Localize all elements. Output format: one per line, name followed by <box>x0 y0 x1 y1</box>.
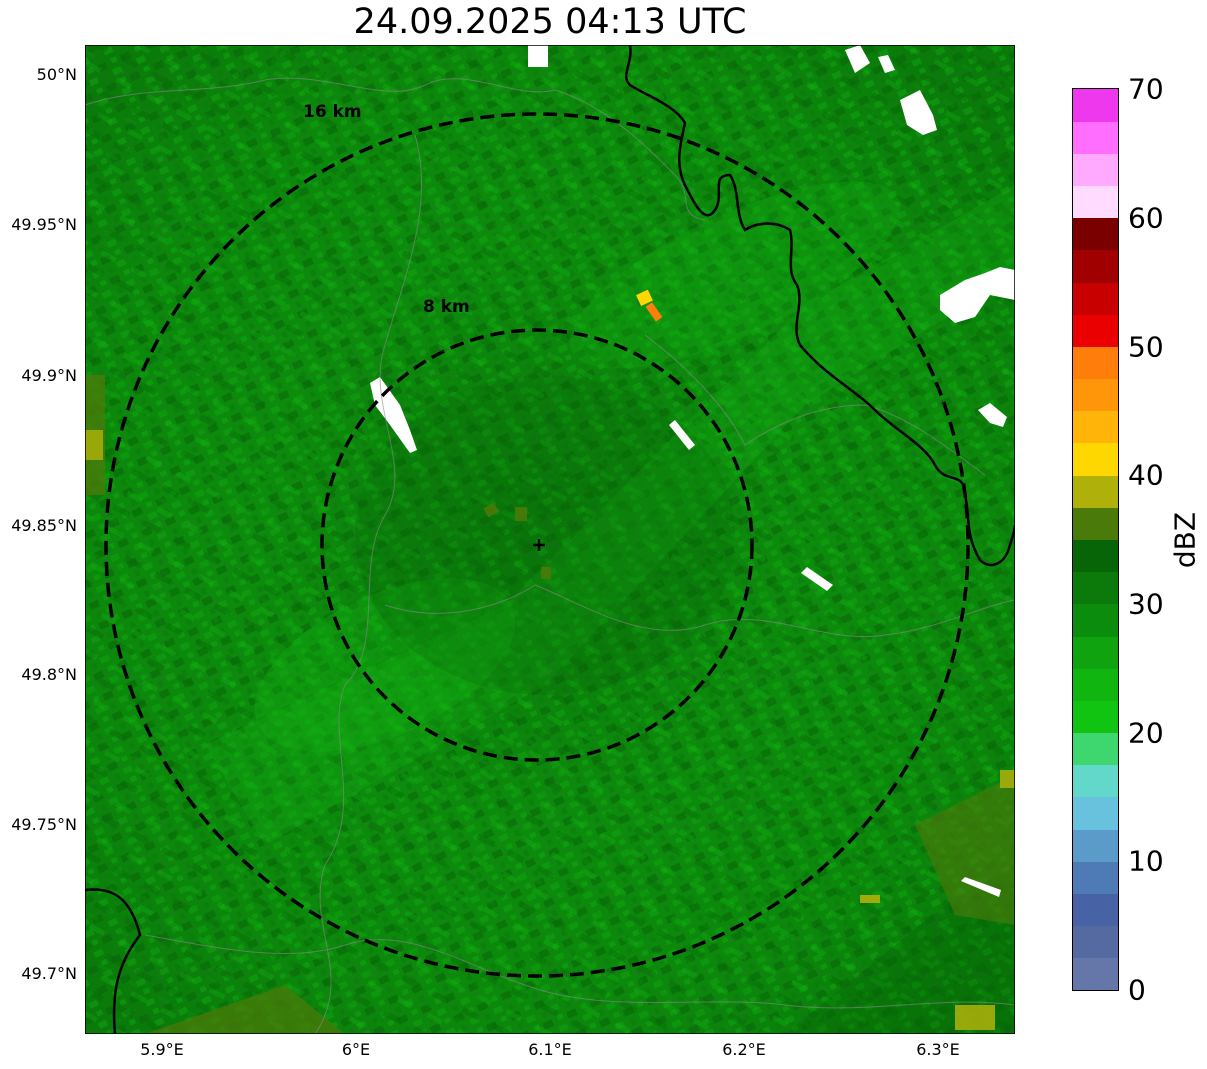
colorbar-segment <box>1073 764 1118 798</box>
colorbar-segment <box>1073 732 1118 766</box>
colorbar-tick: 70 <box>1128 72 1164 106</box>
colorbar-segment <box>1073 249 1118 283</box>
colorbar-segment <box>1073 893 1118 927</box>
lat-tick-label: 49.9°N <box>21 366 77 385</box>
colorbar-segment <box>1073 442 1118 476</box>
colorbar-segment <box>1073 603 1118 637</box>
lat-tick-label: 49.8°N <box>21 665 77 684</box>
colorbar-segment <box>1073 378 1118 412</box>
lon-tick-label: 6°E <box>341 1040 371 1059</box>
lat-tick-label: 49.95°N <box>11 215 77 234</box>
colorbar-tick: 10 <box>1128 844 1164 878</box>
colorbar-tick: 40 <box>1128 458 1164 492</box>
colorbar-segment <box>1073 121 1118 154</box>
colorbar-segment <box>1073 346 1118 380</box>
colorbar-segment <box>1073 571 1118 605</box>
range-ring-8km <box>320 328 754 762</box>
ring-label-16km: 16 km <box>303 102 362 122</box>
colorbar-tick: 30 <box>1128 587 1164 621</box>
colorbar-tick: 20 <box>1128 716 1164 750</box>
lat-tick-label: 50°N <box>36 65 77 84</box>
range-ring-16km <box>104 112 970 978</box>
colorbar-segment <box>1073 185 1118 219</box>
colorbar <box>1072 88 1119 991</box>
lon-tick-label: 6.1°E <box>528 1040 572 1059</box>
colorbar-tick: 0 <box>1128 973 1146 1007</box>
lon-tick-label: 6.3°E <box>916 1040 960 1059</box>
colorbar-segment <box>1073 957 1118 991</box>
lon-tick-label: 5.9°E <box>140 1040 184 1059</box>
colorbar-segment <box>1073 700 1118 734</box>
colorbar-segment <box>1073 410 1118 444</box>
colorbar-segment <box>1073 861 1118 894</box>
colorbar-segment <box>1073 668 1118 701</box>
lat-tick-label: 49.75°N <box>11 815 77 834</box>
colorbar-segment <box>1073 925 1118 959</box>
colorbar-segment <box>1073 217 1118 251</box>
radar-map: 16 km 8 km <box>85 45 1015 1034</box>
colorbar-label: dBZ <box>1168 511 1202 569</box>
chart-title: 24.09.2025 04:13 UTC <box>353 2 747 42</box>
colorbar-segment <box>1073 153 1118 187</box>
colorbar-segment <box>1073 539 1118 573</box>
colorbar-segment <box>1073 282 1118 315</box>
colorbar-tick: 60 <box>1128 201 1164 235</box>
colorbar-segment <box>1073 475 1118 508</box>
colorbar-segment <box>1073 314 1118 347</box>
ring-label-8km: 8 km <box>423 297 470 317</box>
lat-tick-label: 49.7°N <box>21 964 77 983</box>
colorbar-segment <box>1073 89 1118 122</box>
strong-echo <box>636 289 653 306</box>
colorbar-segment <box>1073 796 1118 830</box>
radar-center-marker <box>533 539 545 551</box>
colorbar-tick: 50 <box>1128 330 1164 364</box>
lat-tick-label: 49.85°N <box>11 516 77 535</box>
colorbar-segment <box>1073 636 1118 669</box>
colorbar-segment <box>1073 829 1118 862</box>
lon-tick-label: 6.2°E <box>722 1040 766 1059</box>
colorbar-segment <box>1073 507 1118 540</box>
